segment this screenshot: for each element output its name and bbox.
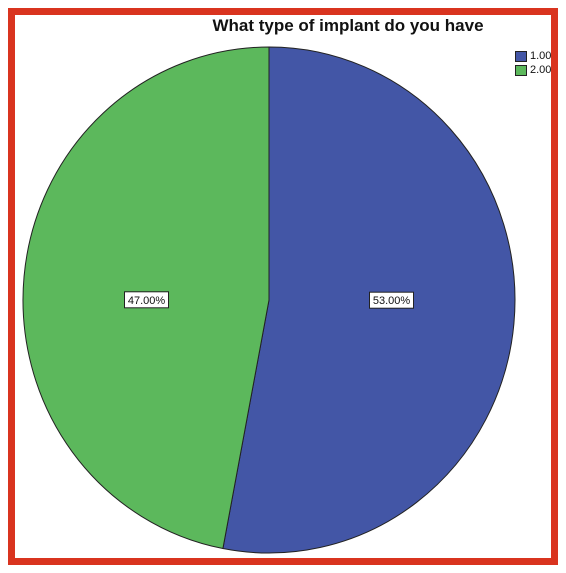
legend-swatch-1 [515, 50, 527, 62]
data-label-box-2 [124, 291, 169, 309]
pie-slice-1 [222, 46, 516, 554]
legend-label-2: 2.00 [530, 64, 552, 76]
legend-swatch-2 [515, 64, 527, 76]
data-label-2: 47.00% [124, 291, 169, 309]
data-label-text-2: 47.00% [128, 295, 166, 307]
data-label-box-1 [369, 291, 414, 309]
legend-item-2: 2.00 [515, 63, 551, 77]
legend-item-1: 1.00 [515, 49, 551, 63]
chart-legend: 1.00 2.00 [515, 49, 551, 77]
chart-title: What type of implant do you have [212, 16, 484, 35]
data-label-text-1: 53.00% [373, 295, 411, 307]
data-label-1: 53.00% [369, 291, 414, 309]
legend-label-1: 1.00 [530, 50, 552, 62]
